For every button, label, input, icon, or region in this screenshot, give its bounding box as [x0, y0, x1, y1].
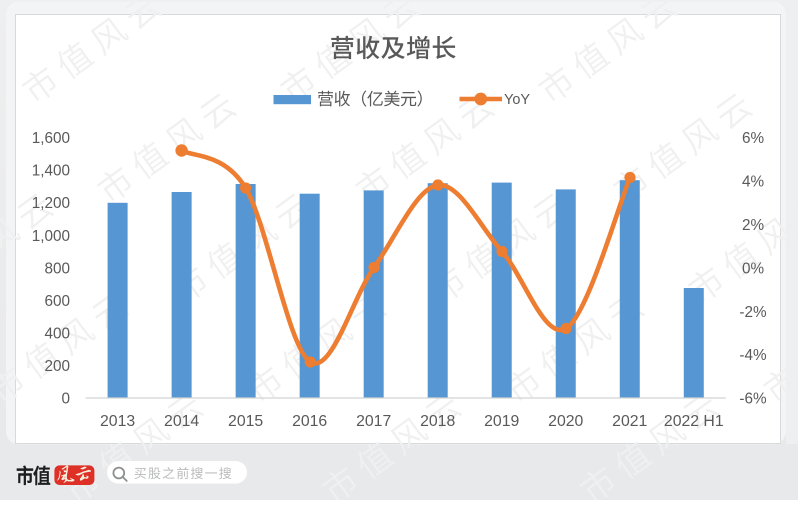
- svg-text:2020: 2020: [548, 413, 583, 430]
- svg-text:-2%: -2%: [739, 304, 767, 321]
- svg-text:4%: 4%: [742, 174, 765, 191]
- svg-text:0%: 0%: [742, 260, 765, 277]
- svg-text:2022 H1: 2022 H1: [664, 413, 724, 430]
- svg-text:1,000: 1,000: [32, 228, 70, 245]
- svg-text:2013: 2013: [100, 413, 135, 430]
- svg-text:200: 200: [44, 358, 70, 375]
- svg-text:1,400: 1,400: [32, 163, 70, 180]
- svg-text:2019: 2019: [484, 413, 519, 430]
- svg-text:1,600: 1,600: [32, 130, 70, 147]
- svg-text:600: 600: [44, 293, 70, 310]
- svg-text:2021: 2021: [612, 413, 647, 430]
- svg-text:6%: 6%: [742, 130, 765, 147]
- svg-text:1,200: 1,200: [32, 195, 70, 212]
- svg-text:2%: 2%: [742, 217, 765, 234]
- svg-text:400: 400: [44, 325, 70, 342]
- svg-text:800: 800: [44, 260, 70, 277]
- svg-text:2017: 2017: [356, 413, 391, 430]
- svg-text:2014: 2014: [164, 413, 199, 430]
- svg-text:2018: 2018: [420, 413, 455, 430]
- svg-text:2016: 2016: [292, 413, 327, 430]
- svg-text:0: 0: [61, 391, 70, 408]
- svg-text:-6%: -6%: [739, 391, 767, 408]
- svg-text:-4%: -4%: [739, 347, 767, 364]
- svg-text:2015: 2015: [228, 413, 263, 430]
- svg-text:YoY: YoY: [504, 92, 530, 108]
